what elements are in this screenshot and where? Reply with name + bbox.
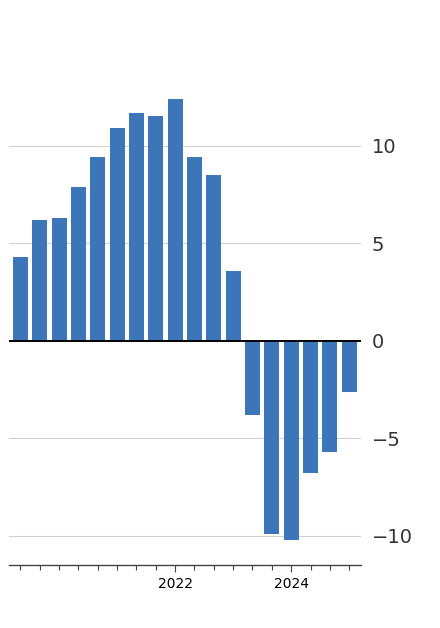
Bar <box>168 99 183 341</box>
Bar <box>303 341 318 474</box>
Bar <box>226 271 241 341</box>
Bar <box>148 116 163 341</box>
Bar <box>187 158 202 341</box>
Bar <box>90 158 105 341</box>
Bar <box>264 341 279 534</box>
Bar <box>206 175 221 341</box>
Bar <box>32 220 47 341</box>
Bar <box>323 341 337 452</box>
Bar <box>284 341 299 540</box>
Bar <box>341 341 357 391</box>
Bar <box>13 257 28 341</box>
Bar <box>51 218 66 341</box>
Bar <box>110 128 125 341</box>
Bar <box>245 341 260 415</box>
Bar <box>71 187 86 341</box>
Bar <box>129 112 144 341</box>
